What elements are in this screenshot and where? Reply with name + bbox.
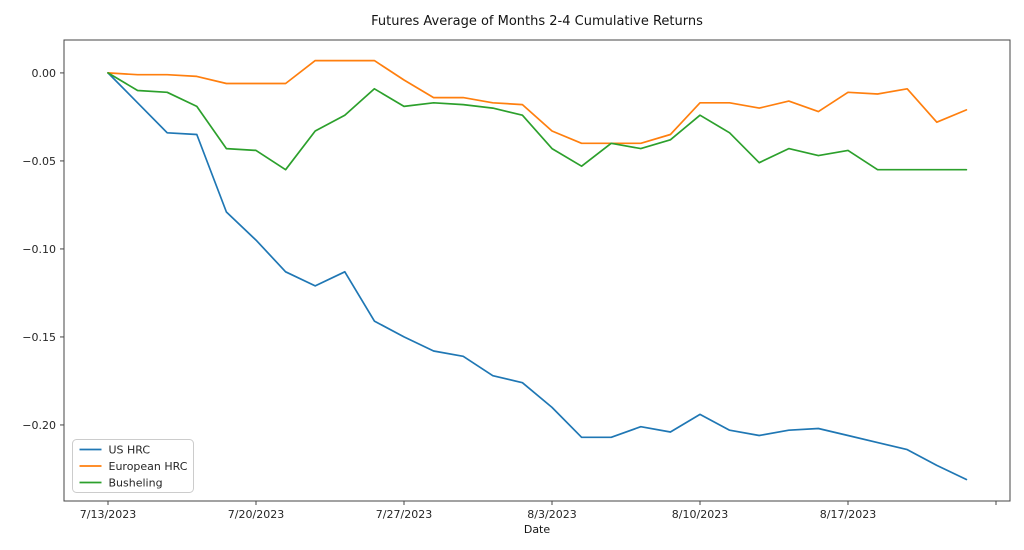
x-tick-label: 8/17/2023 — [820, 508, 876, 521]
legend-label: European HRC — [109, 460, 188, 473]
x-tick-label: 7/20/2023 — [228, 508, 284, 521]
x-tick-label: 8/3/2023 — [527, 508, 576, 521]
legend-label: Busheling — [109, 477, 163, 490]
x-tick-label: 8/10/2023 — [672, 508, 728, 521]
series-line-busheling — [107, 72, 968, 171]
legend-box — [72, 439, 194, 493]
y-tick-label: −0.15 — [22, 331, 56, 344]
y-tick-label: −0.05 — [22, 155, 56, 168]
y-tick-label: −0.20 — [22, 419, 56, 432]
y-tick-label: 0.00 — [32, 67, 57, 80]
x-tick-label: 7/27/2023 — [376, 508, 432, 521]
chart-title: Futures Average of Months 2-4 Cumulative… — [371, 14, 703, 29]
series-line-european-hrc — [107, 59, 968, 145]
series-line-us-hrc — [107, 72, 968, 481]
axes-spines — [63, 39, 1011, 502]
x-tick-label: 7/13/2023 — [80, 508, 136, 521]
y-tick-label: −0.10 — [22, 243, 56, 256]
legend-label: US HRC — [109, 444, 151, 457]
x-axis-label: Date — [523, 523, 551, 536]
